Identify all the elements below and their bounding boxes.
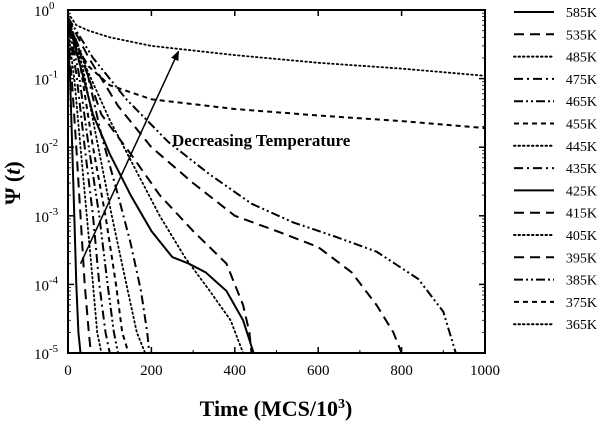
x-axis-title-close: ) (345, 396, 352, 421)
y-axis-title: Ψ (t) (0, 161, 25, 204)
x-axis-title-main: Time (MCS/10 (200, 396, 338, 421)
annotation-arrow (79, 50, 180, 265)
legend-label-385K: 385K (566, 274, 597, 289)
series-line-385K (68, 16, 457, 353)
tick-labels: 0 200 400 600 800 1000 10-5 10-4 10-3 10-2 10-1 100 (34, 0, 500, 379)
legend-label-435K: 435K (566, 162, 597, 177)
plot-content (68, 12, 485, 353)
series-line-535K (68, 33, 92, 353)
series-line-365K (68, 12, 485, 77)
y-tick-label: 10-4 (34, 274, 59, 294)
legend-label-415K: 415K (566, 207, 597, 222)
legend-label-585K: 585K (566, 6, 597, 21)
x-tick-label: 600 (307, 363, 330, 379)
legend-label-445K: 445K (566, 140, 597, 155)
y-tick-label: 10-5 (34, 343, 59, 363)
legend-label-365K: 365K (566, 318, 597, 333)
series-line-465K (68, 24, 119, 353)
annotation: Decreasing Temperature (79, 50, 351, 265)
x-tick-label: 1000 (470, 363, 500, 379)
plot-frame (67, 9, 486, 354)
y-axis-title-close: ) (0, 161, 25, 168)
annotation-text: Decreasing Temperature (172, 131, 351, 150)
series-line-375K (68, 16, 485, 130)
series-line-405K (68, 18, 244, 353)
series-line-395K (68, 17, 403, 353)
y-axis-title-var: t (0, 168, 25, 175)
x-tick-label: 200 (140, 363, 163, 379)
legend-label-485K: 485K (566, 51, 597, 66)
legend-label-455K: 455K (566, 118, 597, 133)
series-line-415K (68, 19, 253, 353)
legend-label-405K: 405K (566, 229, 597, 244)
legend-label-475K: 475K (566, 73, 597, 88)
series-line-425K (68, 20, 258, 353)
legend-label-535K: 535K (566, 28, 597, 43)
y-axis-title-main: Ψ ( (0, 175, 25, 205)
y-tick-label: 10-1 (34, 69, 58, 89)
legend-label-375K: 375K (566, 296, 597, 311)
x-axis-title-sup: 3 (338, 397, 345, 412)
y-tick-label: 100 (34, 0, 55, 20)
legend-label-425K: 425K (566, 184, 597, 199)
ticks (67, 9, 486, 354)
y-tick-label: 10-2 (34, 137, 58, 157)
x-tick-label: 400 (224, 363, 247, 379)
x-axis-title: Time (MCS/103) (200, 396, 353, 421)
y-tick-label: 10-3 (34, 206, 59, 226)
series-line-445K (68, 21, 146, 353)
x-tick-label: 800 (390, 363, 413, 379)
x-tick-label: 0 (64, 363, 72, 379)
legend-label-395K: 395K (566, 251, 597, 266)
series-line-475K (68, 27, 111, 353)
legend-label-465K: 465K (566, 95, 597, 110)
series-line-485K (68, 29, 103, 353)
legend: 585K 535K 485K 475K 465K 455K 445K 435K 425K 415K… (513, 6, 597, 333)
